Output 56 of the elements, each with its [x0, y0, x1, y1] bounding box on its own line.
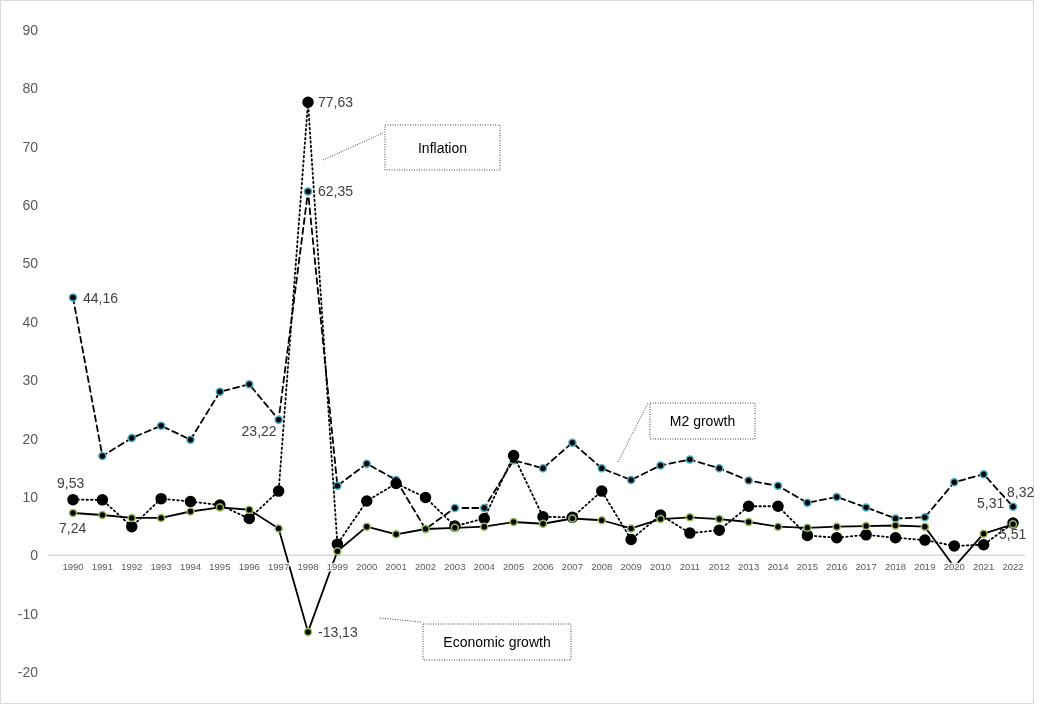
- x-tick-label: 2007: [561, 561, 583, 573]
- y-tick-label: 10: [22, 488, 39, 505]
- data-label: 77,63: [318, 94, 354, 111]
- y-tick-label: -10: [17, 605, 39, 622]
- y-tick-label: 30: [22, 372, 39, 389]
- x-tick-label: 2002: [414, 561, 437, 573]
- x-tick-label: 2006: [532, 561, 554, 573]
- y-tick-label: 40: [22, 313, 39, 330]
- data-label: 44,16: [83, 289, 119, 306]
- data-label: 9,53: [57, 474, 85, 491]
- x-tick-label: 2000: [356, 561, 378, 573]
- x-tick-label: 2012: [708, 561, 730, 573]
- x-tick-label: 2001: [385, 561, 407, 573]
- x-tick-label: 2008: [591, 561, 613, 573]
- x-tick-label: 2015: [796, 561, 818, 573]
- annotation: Economic growth: [443, 634, 551, 650]
- y-tick-label: 80: [22, 80, 39, 97]
- x-tick-label: 1993: [150, 561, 172, 573]
- x-tick-label: 2016: [826, 561, 848, 573]
- x-tick-label: 1997: [268, 561, 290, 573]
- x-tick-label: 1992: [121, 561, 143, 573]
- data-label: 8,32: [1007, 483, 1035, 500]
- x-tick-label: 2019: [914, 561, 936, 573]
- x-tick-label: 1994: [179, 561, 202, 573]
- x-tick-label: 2009: [620, 561, 642, 573]
- data-label: -13,13: [318, 623, 358, 640]
- x-tick-label: 2011: [679, 561, 701, 573]
- x-tick-label: 1991: [91, 561, 113, 573]
- data-label: 23,22: [241, 422, 277, 439]
- x-tick-label: 1995: [209, 561, 231, 573]
- data-label: 62,35: [318, 183, 354, 200]
- annotation: M2 growth: [669, 413, 736, 429]
- x-tick-label: 1990: [62, 561, 84, 573]
- x-tick-label: 2013: [738, 561, 760, 573]
- data-label: 5,51: [999, 526, 1027, 543]
- x-tick-label: 2018: [884, 561, 907, 573]
- y-tick-label: 70: [22, 138, 39, 155]
- x-tick-label: 2003: [444, 561, 466, 573]
- data-label: 7,24: [59, 520, 87, 537]
- y-tick-label: 20: [22, 430, 39, 447]
- x-tick-label: 1996: [238, 561, 260, 573]
- x-tick-label: 2004: [473, 561, 495, 573]
- y-tick-label: 50: [22, 255, 39, 272]
- data-label: 5,31: [977, 495, 1005, 512]
- x-tick-label: 2010: [649, 561, 672, 573]
- x-tick-label: 2005: [503, 561, 525, 573]
- x-tick-label: 2021: [973, 561, 995, 573]
- y-tick-label: 0: [30, 547, 39, 564]
- y-tick-label: 90: [22, 22, 39, 38]
- x-tick-label: 1998: [297, 561, 319, 573]
- x-tick-label: 2014: [767, 561, 789, 573]
- annotation: Inflation: [417, 139, 468, 156]
- x-tick-label: 2022: [1002, 561, 1024, 573]
- x-tick-label: 2017: [855, 561, 877, 573]
- y-tick-label: -20: [17, 664, 39, 680]
- y-tick-label: 60: [22, 197, 39, 214]
